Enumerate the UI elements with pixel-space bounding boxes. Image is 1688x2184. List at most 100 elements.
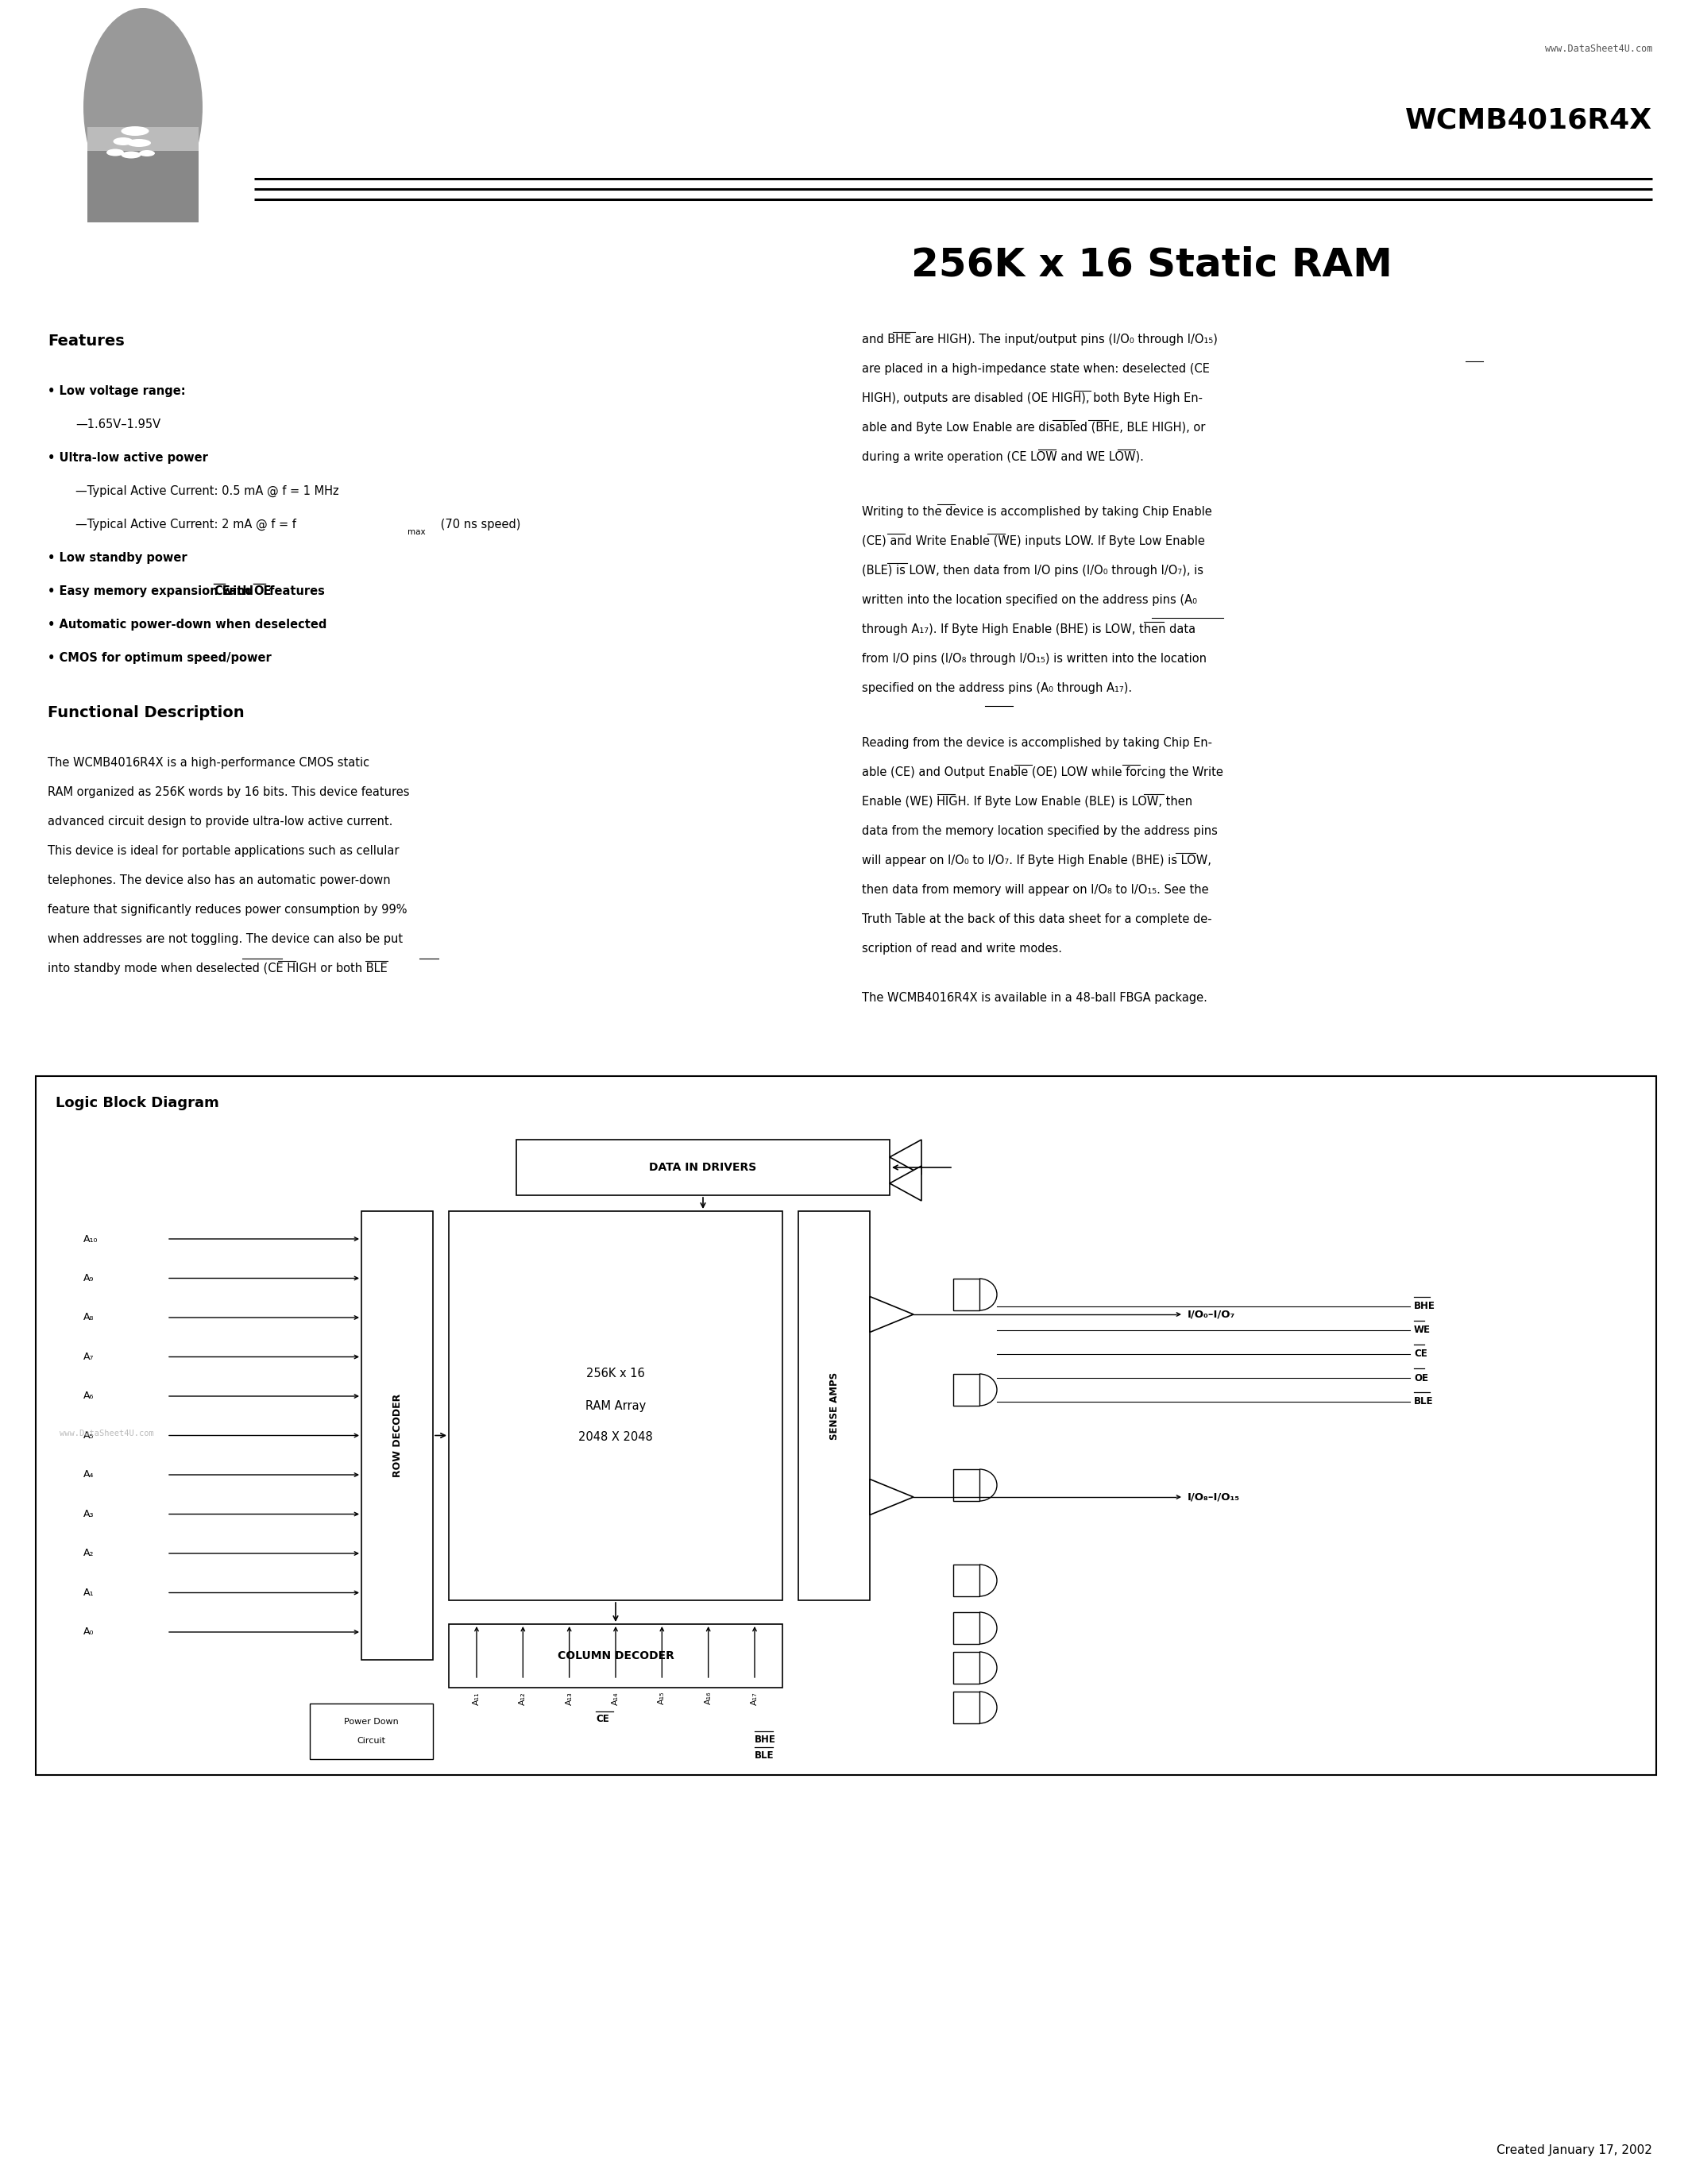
Text: BHE: BHE	[1415, 1302, 1435, 1313]
Text: (CE) and Write Enable (WE) inputs LOW. If Byte Low Enable: (CE) and Write Enable (WE) inputs LOW. I…	[863, 535, 1205, 548]
Text: A₁₃: A₁₃	[565, 1693, 574, 1706]
Text: 2048 X 2048: 2048 X 2048	[579, 1431, 653, 1444]
Text: Truth Table at the back of this data sheet for a complete de-: Truth Table at the back of this data she…	[863, 913, 1212, 926]
Text: able and Byte Low Enable are disabled (BHE, BLE HIGH), or: able and Byte Low Enable are disabled (B…	[863, 422, 1205, 435]
FancyBboxPatch shape	[88, 151, 199, 223]
Text: WE: WE	[1415, 1326, 1431, 1334]
Ellipse shape	[83, 9, 203, 207]
FancyBboxPatch shape	[517, 1140, 890, 1195]
Text: CE: CE	[596, 1714, 609, 1725]
Text: max: max	[407, 529, 425, 535]
FancyBboxPatch shape	[954, 1651, 979, 1684]
Text: The WCMB4016R4X is available in a 48-ball FBGA package.: The WCMB4016R4X is available in a 48-bal…	[863, 992, 1207, 1005]
Ellipse shape	[127, 140, 150, 146]
Text: RAM organized as 256K words by 16 bits. This device features: RAM organized as 256K words by 16 bits. …	[47, 786, 410, 797]
Text: from I/O pins (I/O₈ through I/O₁₅) is written into the location: from I/O pins (I/O₈ through I/O₁₅) is wr…	[863, 653, 1207, 664]
Text: scription of read and write modes.: scription of read and write modes.	[863, 943, 1062, 954]
Text: RAM Array: RAM Array	[586, 1400, 647, 1411]
Text: • CMOS for optimum speed/power: • CMOS for optimum speed/power	[47, 653, 272, 664]
Text: BLE: BLE	[755, 1749, 775, 1760]
FancyBboxPatch shape	[954, 1564, 979, 1597]
Ellipse shape	[113, 138, 133, 146]
Polygon shape	[890, 1166, 922, 1201]
Text: A₃: A₃	[83, 1509, 95, 1520]
Text: A₉: A₉	[83, 1273, 95, 1284]
Text: Logic Block Diagram: Logic Block Diagram	[56, 1096, 219, 1109]
Text: when addresses are not toggling. The device can also be put: when addresses are not toggling. The dev…	[47, 933, 403, 946]
Text: and: and	[225, 585, 258, 596]
Text: are placed in a high-impedance state when: deselected (CE: are placed in a high-impedance state whe…	[863, 363, 1210, 376]
Text: during a write operation (CE LOW and WE LOW).: during a write operation (CE LOW and WE …	[863, 452, 1144, 463]
Ellipse shape	[122, 151, 142, 159]
FancyBboxPatch shape	[954, 1612, 979, 1645]
Text: www.DataSheet4U.com: www.DataSheet4U.com	[1545, 44, 1653, 55]
Text: —1.65V–1.95V: —1.65V–1.95V	[76, 419, 160, 430]
Ellipse shape	[138, 151, 155, 157]
Text: SENSE AMPS: SENSE AMPS	[829, 1372, 839, 1439]
Text: • Automatic power-down when deselected: • Automatic power-down when deselected	[47, 618, 327, 631]
Polygon shape	[869, 1297, 913, 1332]
Text: A₁₅: A₁₅	[658, 1693, 667, 1706]
Text: Writing to the device is accomplished by taking Chip Enable: Writing to the device is accomplished by…	[863, 507, 1212, 518]
Text: • Low voltage range:: • Low voltage range:	[47, 384, 186, 397]
Text: HIGH), outputs are disabled (OE HIGH), both Byte High En-: HIGH), outputs are disabled (OE HIGH), b…	[863, 393, 1202, 404]
Ellipse shape	[122, 127, 149, 135]
Text: advanced circuit design to provide ultra-low active current.: advanced circuit design to provide ultra…	[47, 815, 393, 828]
Text: features: features	[265, 585, 324, 596]
Text: A₁₁: A₁₁	[473, 1693, 481, 1706]
FancyBboxPatch shape	[954, 1278, 979, 1310]
Text: —Typical Active Current: 0.5 mA @ f = 1 MHz: —Typical Active Current: 0.5 mA @ f = 1 …	[76, 485, 339, 498]
Text: Created January 17, 2002: Created January 17, 2002	[1497, 2145, 1653, 2156]
Text: A₁₂: A₁₂	[518, 1693, 527, 1706]
Text: • Ultra-low active power: • Ultra-low active power	[47, 452, 208, 463]
Text: and BHE are HIGH). The input/output pins (I/O₀ through I/O₁₅): and BHE are HIGH). The input/output pins…	[863, 334, 1217, 345]
FancyBboxPatch shape	[449, 1625, 783, 1688]
Text: Circuit: Circuit	[358, 1736, 385, 1745]
Text: A₁: A₁	[83, 1588, 95, 1599]
Polygon shape	[890, 1140, 922, 1175]
FancyBboxPatch shape	[35, 1077, 1656, 1776]
FancyBboxPatch shape	[88, 127, 199, 223]
Text: Enable (WE) HIGH. If Byte Low Enable (BLE) is LOW, then: Enable (WE) HIGH. If Byte Low Enable (BL…	[863, 795, 1192, 808]
Text: ROW DECODER: ROW DECODER	[392, 1393, 402, 1476]
Text: A₁₇: A₁₇	[751, 1693, 758, 1706]
Text: CE: CE	[213, 585, 230, 596]
Text: will appear on I/O₀ to I/O₇. If Byte High Enable (BHE) is LOW,: will appear on I/O₀ to I/O₇. If Byte Hig…	[863, 854, 1212, 867]
Text: A₈: A₈	[83, 1313, 95, 1324]
FancyBboxPatch shape	[449, 1212, 783, 1601]
Text: www.DataSheet4U.com: www.DataSheet4U.com	[59, 1431, 154, 1437]
Text: The WCMB4016R4X is a high-performance CMOS static: The WCMB4016R4X is a high-performance CM…	[47, 758, 370, 769]
Text: • Easy memory expansion with: • Easy memory expansion with	[47, 585, 255, 596]
Text: A₅: A₅	[83, 1431, 95, 1441]
Ellipse shape	[106, 149, 123, 155]
Text: OE: OE	[253, 585, 272, 596]
Text: then data from memory will appear on I/O₈ to I/O₁₅. See the: then data from memory will appear on I/O…	[863, 885, 1209, 895]
Text: Reading from the device is accomplished by taking Chip En-: Reading from the device is accomplished …	[863, 736, 1212, 749]
FancyBboxPatch shape	[954, 1374, 979, 1406]
Polygon shape	[869, 1479, 913, 1516]
Text: (BLE) is LOW, then data from I/O pins (I/O₀ through I/O₇), is: (BLE) is LOW, then data from I/O pins (I…	[863, 566, 1204, 577]
FancyBboxPatch shape	[311, 1704, 432, 1758]
Text: able (CE) and Output Enable (OE) LOW while forcing the Write: able (CE) and Output Enable (OE) LOW whi…	[863, 767, 1224, 778]
Text: I/O₈–I/O₁₅: I/O₈–I/O₁₅	[1188, 1492, 1241, 1503]
Text: OE: OE	[1415, 1374, 1428, 1382]
Text: —Typical Active Current: 2 mA @ f = f: —Typical Active Current: 2 mA @ f = f	[76, 518, 295, 531]
Text: I/O₀–I/O₇: I/O₀–I/O₇	[1188, 1308, 1236, 1319]
Text: feature that significantly reduces power consumption by 99%: feature that significantly reduces power…	[47, 904, 407, 915]
FancyBboxPatch shape	[798, 1212, 869, 1601]
FancyBboxPatch shape	[361, 1212, 432, 1660]
Text: Power Down: Power Down	[344, 1719, 398, 1725]
Text: 256K x 16: 256K x 16	[586, 1367, 645, 1380]
Text: W E I D A: W E I D A	[108, 205, 187, 221]
Text: A₀: A₀	[83, 1627, 95, 1638]
Text: • Low standby power: • Low standby power	[47, 553, 187, 563]
Text: WCMB4016R4X: WCMB4016R4X	[1404, 107, 1653, 133]
Text: COLUMN DECODER: COLUMN DECODER	[557, 1651, 674, 1662]
Text: BLE: BLE	[1415, 1396, 1433, 1406]
Text: A₄: A₄	[83, 1470, 95, 1481]
Text: telephones. The device also has an automatic power-down: telephones. The device also has an autom…	[47, 874, 390, 887]
Text: CE: CE	[1415, 1350, 1428, 1358]
Text: A₁₆: A₁₆	[704, 1693, 712, 1706]
Text: through A₁₇). If Byte High Enable (BHE) is LOW, then data: through A₁₇). If Byte High Enable (BHE) …	[863, 622, 1195, 636]
Text: A₂: A₂	[83, 1548, 95, 1559]
